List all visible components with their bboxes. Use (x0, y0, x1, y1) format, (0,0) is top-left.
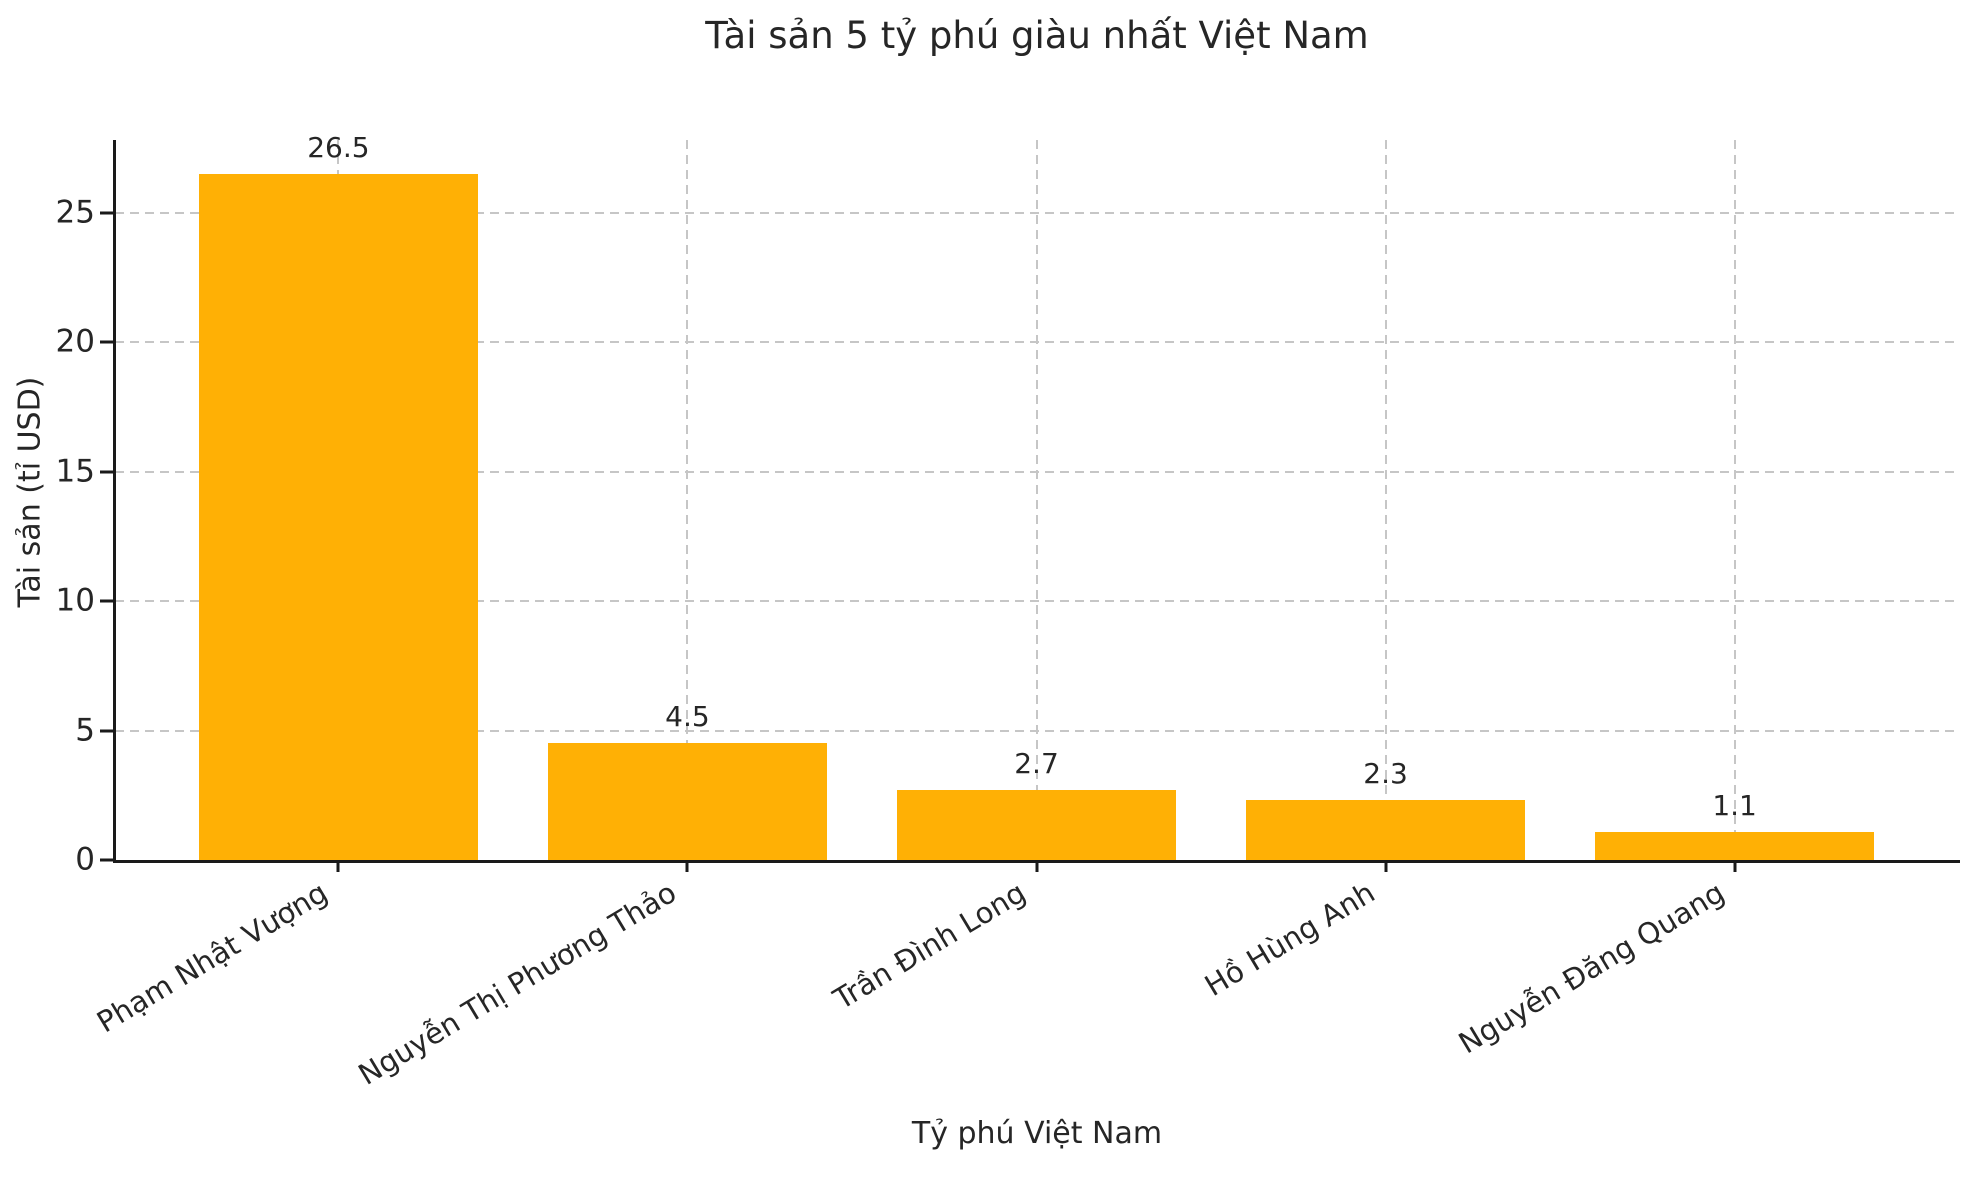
bar-value-label: 2.7 (1014, 747, 1059, 781)
x-gridline (1733, 140, 1736, 860)
y-tick-label: 5 (75, 712, 95, 748)
y-axis-spine (113, 140, 116, 863)
bar-value-label: 26.5 (307, 130, 370, 164)
x-tick-mark (1035, 860, 1038, 872)
x-tick-label: Trần Đình Long (827, 875, 1032, 1017)
y-tick-mark (100, 858, 113, 862)
chart-title: Tài sản 5 tỷ phú giàu nhất Việt Nam (705, 14, 1369, 57)
x-tick-mark (1733, 860, 1737, 872)
x-tick-label: Nguyễn Thị Phương Thảo (352, 875, 683, 1092)
y-tick-label: 0 (75, 841, 95, 878)
bar-value-label: 1.1 (1712, 788, 1757, 822)
x-axis-label: Tỷ phú Việt Nam (911, 1116, 1163, 1151)
y-axis-label: Tài sản (tỉ USD) (12, 376, 48, 608)
bar (547, 743, 828, 860)
x-tick-mark (685, 860, 689, 872)
x-gridline (1035, 140, 1038, 860)
x-gridline (686, 140, 689, 860)
y-tick-mark (100, 470, 113, 473)
y-tick-mark (100, 340, 113, 344)
x-tick-label: Nguyễn Đăng Quang (1452, 875, 1730, 1061)
y-tick-mark (100, 211, 113, 215)
y-tick-label: 15 (55, 453, 95, 489)
bar (1245, 800, 1526, 860)
plot-area: 0 5 10 15 20 25 26.5 Phạm Nhật Vượng 4.5 Nguyễn T… (56, 133, 1960, 1092)
x-gridline (1384, 140, 1387, 860)
y-tick-mark (100, 599, 113, 603)
x-tick-mark (336, 860, 340, 872)
x-tick-mark (1384, 860, 1388, 872)
x-tick-label: Hồ Hùng Anh (1198, 875, 1381, 1003)
x-tick-label: Phạm Nhật Vượng (91, 875, 334, 1040)
bar-value-label: 2.3 (1363, 757, 1408, 791)
y-tick-label: 25 (55, 194, 95, 231)
y-tick-mark (100, 729, 113, 732)
y-tick-label: 20 (55, 323, 95, 360)
bar (198, 173, 478, 860)
y-tick-label: 10 (55, 582, 95, 619)
bar (1594, 831, 1875, 860)
bar-value-label: 4.5 (665, 700, 710, 734)
bar (896, 790, 1177, 860)
